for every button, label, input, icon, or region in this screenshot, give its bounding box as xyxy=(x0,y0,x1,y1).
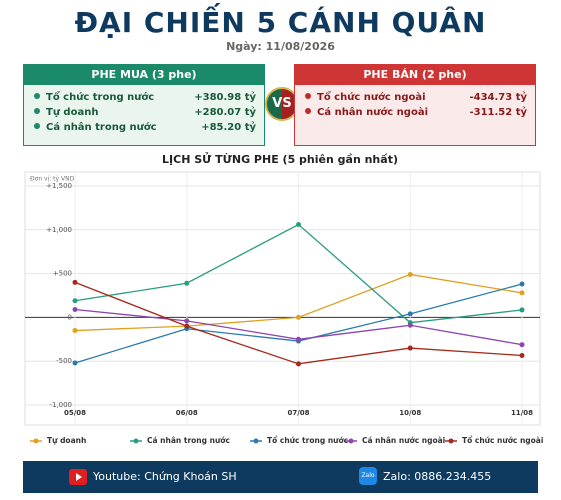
legend-label: Tổ chức trong nước xyxy=(267,436,348,445)
youtube-text: Youtube: Chứng Khoán SH xyxy=(93,470,237,483)
panel-row: Cá nhân nước ngoài -311.52 tỷ xyxy=(295,105,535,120)
x-tick-label: 06/08 xyxy=(176,409,198,417)
data-point xyxy=(184,318,190,324)
data-point xyxy=(72,328,78,334)
panel-row: Tự doanh +280.07 tỷ xyxy=(24,105,264,120)
data-point xyxy=(519,281,525,287)
legend-dot xyxy=(348,438,354,444)
row-value: +85.20 tỷ xyxy=(201,122,256,133)
chart-title: LỊCH SỬ TỪNG PHE (5 phiên gần nhất) xyxy=(162,152,398,166)
y-tick-label: +1,500 xyxy=(46,182,72,190)
legend-label: Cá nhân trong nước xyxy=(147,436,230,445)
panel-row: Cá nhân trong nước +85.20 tỷ xyxy=(24,120,264,135)
sell-panel: PHE BÁN (2 phe) Tổ chức nước ngoài -434.7… xyxy=(294,64,536,146)
panel-rows: Tổ chức nước ngoài -434.73 tỷ Cá nhân nước… xyxy=(295,85,535,120)
data-point xyxy=(72,307,78,313)
legend-dot xyxy=(253,438,259,444)
panel-title: PHE MUA (3 phe) xyxy=(24,65,264,85)
data-point xyxy=(296,314,301,320)
y-tick-label: -500 xyxy=(56,357,72,365)
data-point xyxy=(296,222,301,228)
legend-dot xyxy=(33,438,39,444)
row-label: Tự doanh xyxy=(34,105,98,120)
data-point xyxy=(72,360,78,366)
buy-panel: PHE MUA (3 phe) Tổ chức trong nước +380.9… xyxy=(23,64,265,146)
zalo-text: Zalo: 0886.234.455 xyxy=(383,470,492,483)
legend-dot xyxy=(133,438,139,444)
panel-row: Tổ chức trong nước +380.98 tỷ xyxy=(24,90,264,105)
y-tick-label: 0 xyxy=(68,313,72,321)
x-tick-label: 11/08 xyxy=(511,409,533,417)
y-tick-label: +1,000 xyxy=(46,226,72,234)
legend-label: Tự doanh xyxy=(47,436,86,445)
x-tick-label: 07/08 xyxy=(287,409,309,417)
data-point xyxy=(184,323,190,329)
data-point xyxy=(519,307,525,313)
page-title: ĐẠI CHIẾN 5 CÁNH QUÂN xyxy=(74,6,487,39)
x-tick-label: 05/08 xyxy=(64,409,86,417)
y-tick-label: -1,000 xyxy=(49,401,72,409)
legend-label: Tổ chức nước ngoài xyxy=(462,436,543,445)
row-value: +280.07 tỷ xyxy=(194,107,256,118)
row-label: Tổ chức nước ngoài xyxy=(305,90,426,105)
youtube-icon xyxy=(69,469,87,485)
legend-label: Cá nhân nước ngoài xyxy=(362,436,445,445)
data-point xyxy=(407,311,413,317)
data-point xyxy=(296,361,301,367)
row-value: -434.73 tỷ xyxy=(469,92,527,103)
data-point xyxy=(296,336,301,342)
data-point xyxy=(407,271,413,277)
panel-title: PHE BÁN (2 phe) xyxy=(295,65,535,85)
data-point xyxy=(519,290,525,296)
x-tick-label: 10/08 xyxy=(399,409,421,417)
date: Ngày: 11/08/2026 xyxy=(226,40,335,53)
data-point xyxy=(519,342,525,348)
data-point xyxy=(184,280,190,286)
plot-frame xyxy=(24,171,541,426)
y-tick-label: +500 xyxy=(53,270,72,278)
data-point xyxy=(407,345,413,351)
chart: LỊCH SỬ TỪNG PHE (5 phiên gần nhất) Đơn … xyxy=(24,152,543,445)
row-label: Tổ chức trong nước xyxy=(34,90,154,105)
row-value: -311.52 tỷ xyxy=(469,107,527,118)
legend-dot xyxy=(448,438,454,444)
unit-note: Đơn vị: tỷ VND xyxy=(30,176,75,183)
row-value: +380.98 tỷ xyxy=(194,92,256,103)
data-point xyxy=(72,298,78,304)
zalo-icon: Zalo xyxy=(359,467,377,485)
vs-badge: VS xyxy=(265,87,299,121)
row-label: Cá nhân nước ngoài xyxy=(305,105,428,120)
data-point xyxy=(72,279,78,285)
row-label: Cá nhân trong nước xyxy=(34,120,157,135)
panel-rows: Tổ chức trong nước +380.98 tỷ Tự doanh +280… xyxy=(24,85,264,135)
footer: Youtube: Chứng Khoán SH Zalo Zalo: 0886.… xyxy=(23,461,538,493)
panel-row: Tổ chức nước ngoài -434.73 tỷ xyxy=(295,90,535,105)
data-point xyxy=(519,352,525,358)
data-point xyxy=(407,322,413,328)
